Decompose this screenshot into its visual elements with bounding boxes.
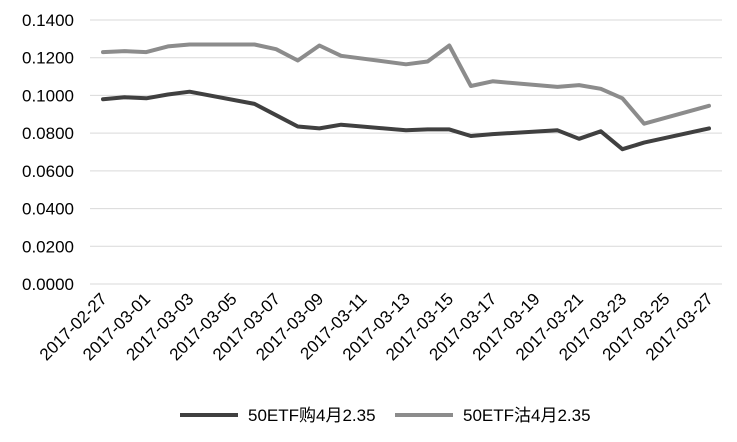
y-tick-label: 0.1400 (22, 11, 74, 30)
legend-label-50etf-put: 50ETF沽4月2.35 (463, 406, 591, 425)
y-tick-label: 0.0000 (22, 275, 74, 294)
y-axis-tick-labels: 0.0000 0.0200 0.0400 0.0600 0.0800 0.1000 0.12… (22, 11, 74, 294)
y-tick-label: 0.0200 (22, 237, 74, 256)
y-tick-label: 0.0600 (22, 162, 74, 181)
series-line-0 (101, 89, 711, 152)
grid-lines (90, 19, 722, 285)
y-tick-label: 0.0400 (22, 200, 74, 219)
legend: 50ETF购4月2.35 50ETF沽4月2.35 (180, 406, 591, 425)
series-lines (101, 42, 711, 152)
legend-label-50etf-call: 50ETF购4月2.35 (248, 406, 376, 425)
y-tick-label: 0.0800 (22, 124, 74, 143)
x-axis-tick-labels: 2017-02-272017-03-012017-03-032017-03-05… (36, 289, 717, 364)
y-tick-label: 0.1200 (22, 49, 74, 68)
y-tick-label: 0.1000 (22, 86, 74, 105)
series-line-1 (101, 42, 711, 126)
